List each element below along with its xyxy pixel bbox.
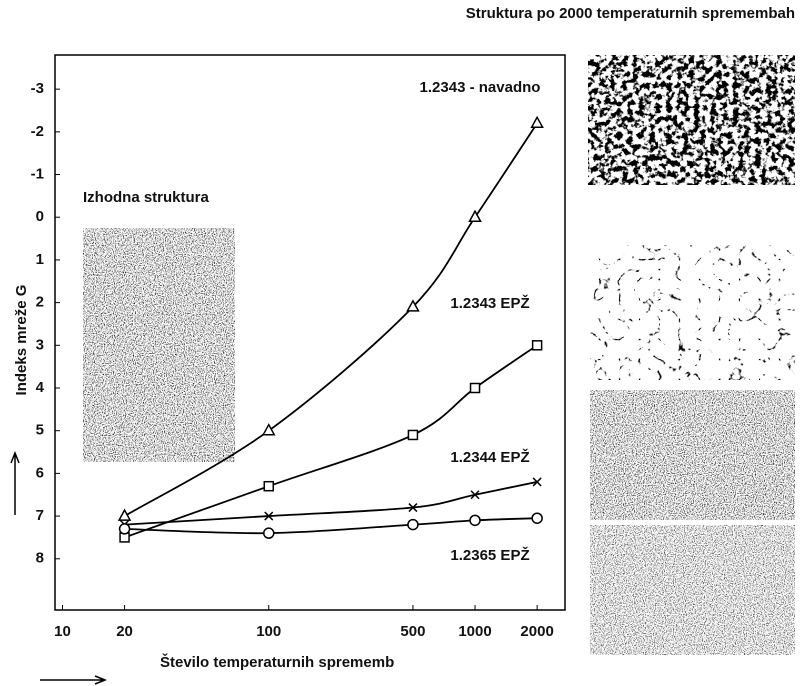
micrograph-1: [588, 55, 795, 185]
y-tick-label: 3: [36, 336, 44, 353]
series-label: 1.2343 - navadno: [420, 79, 541, 96]
series-label: 1.2365 EPŽ: [450, 546, 529, 564]
marker-triangle: [532, 117, 543, 127]
micrograph-3: [590, 390, 795, 520]
marker-circle: [532, 513, 542, 523]
annotation: Izhodna struktura: [83, 189, 210, 206]
micrograph-initial: [83, 228, 235, 462]
x-tick-label: 500: [400, 623, 425, 640]
micrograph-4: [590, 525, 795, 655]
x-tick-label: 2000: [520, 623, 553, 640]
marker-square: [533, 341, 542, 350]
marker-square: [408, 430, 417, 439]
y-tick-label: 4: [36, 379, 45, 396]
marker-square: [264, 482, 273, 491]
marker-circle: [470, 515, 480, 525]
marker-triangle: [119, 510, 130, 520]
x-tick-label: 100: [256, 623, 281, 640]
chart: Struktura po 2000 temperaturnih sprememb…: [0, 0, 803, 686]
y-tick-label: -3: [31, 80, 44, 97]
y-tick-label: 2: [36, 294, 44, 311]
chart-title: Struktura po 2000 temperaturnih sprememb…: [466, 5, 795, 22]
marker-square: [471, 384, 480, 393]
marker-circle: [408, 520, 418, 530]
y-tick-label: 6: [36, 464, 44, 481]
y-axis-label: Indeks mreže G: [13, 285, 30, 396]
x-tick-label: 10: [54, 623, 71, 640]
marker-circle: [264, 528, 274, 538]
series-label: 1.2343 EPŽ: [450, 294, 529, 312]
x-tick-label: 20: [116, 623, 133, 640]
marker-triangle: [263, 425, 274, 435]
y-tick-label: 5: [36, 422, 44, 439]
y-tick-label: 1: [36, 251, 44, 268]
y-tick-label: -1: [31, 166, 44, 183]
micrograph-2: [590, 245, 795, 380]
y-tick-label: 8: [36, 550, 44, 567]
y-arrow: [11, 453, 19, 515]
marker-circle: [120, 524, 130, 534]
page: Struktura po 2000 temperaturnih sprememb…: [0, 0, 803, 686]
y-tick-label: 0: [36, 208, 44, 225]
series-label: 1.2344 EPŽ: [450, 448, 529, 466]
x-axis-label: Število temperaturnih sprememb: [160, 653, 394, 671]
x-arrow: [40, 676, 105, 684]
y-tick-label: -2: [31, 123, 44, 140]
y-tick-label: 7: [36, 507, 44, 524]
x-tick-label: 1000: [458, 623, 491, 640]
